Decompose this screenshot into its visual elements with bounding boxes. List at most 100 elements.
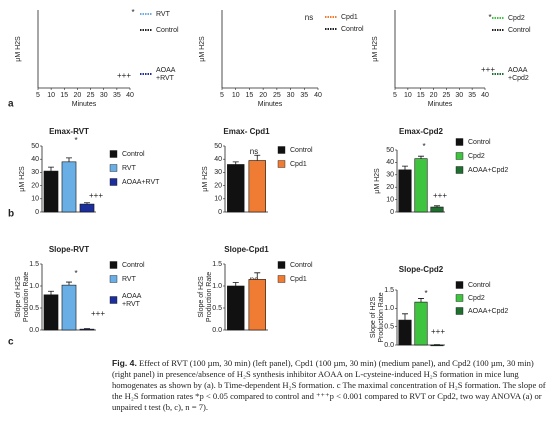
x-tick-label: 15 xyxy=(417,92,425,99)
y-axis-label: μM H2S xyxy=(199,36,206,62)
y-tick-label: 0.0 xyxy=(384,342,394,349)
y-tick-label: 0.5 xyxy=(384,324,394,331)
x-tick-label: 40 xyxy=(314,92,322,99)
bar xyxy=(227,285,245,331)
y-tick-label: 0.0 xyxy=(29,327,39,334)
y-axis-label: Slope of H2SProduction Rate xyxy=(15,272,30,322)
bar xyxy=(430,206,444,213)
y-tick-label: 0.5 xyxy=(29,305,39,312)
x-tick-label: 20 xyxy=(259,92,267,99)
bar xyxy=(398,169,412,213)
bar xyxy=(414,301,428,346)
panel-label: a xyxy=(8,99,14,110)
legend-label: Control xyxy=(122,262,145,269)
panel-label: c xyxy=(8,337,14,348)
x-tick-label: 20 xyxy=(74,92,82,99)
x-axis-label: Minutes xyxy=(428,101,453,108)
error-bar xyxy=(84,202,90,205)
caption-text: Effect of RVT (100 µm, 30 min) (left pan… xyxy=(112,358,546,412)
bar xyxy=(61,284,77,331)
legend-swatch xyxy=(277,160,286,168)
legend-swatch xyxy=(109,178,118,186)
chart-title: Emax-RVT xyxy=(49,127,89,136)
x-tick-label: 5 xyxy=(393,92,397,99)
x-tick-label: 30 xyxy=(287,92,295,99)
legend-label: Control xyxy=(468,139,491,146)
annotation: +++ xyxy=(431,327,445,336)
figure-caption: Fig. 4. Effect of RVT (100 µm, 30 min) (… xyxy=(112,358,548,413)
x-axis-label: Minutes xyxy=(258,101,283,108)
annotation: * xyxy=(74,136,77,145)
y-tick-label: 1.5 xyxy=(212,261,222,268)
x-axis-label: Minutes xyxy=(72,101,97,108)
y-tick-label: 1.0 xyxy=(384,305,394,312)
legend-label: RVT xyxy=(122,165,137,172)
bar xyxy=(430,344,444,347)
y-tick-label: 10 xyxy=(214,196,222,203)
x-tick-label: 35 xyxy=(468,92,476,99)
error-bar xyxy=(48,290,54,295)
y-axis-label: μM H2S xyxy=(19,166,26,192)
legend-label: RVT xyxy=(122,276,137,283)
error-bar xyxy=(232,161,239,165)
legend-label: Control xyxy=(468,282,491,289)
bar xyxy=(248,279,266,331)
legend-label: AOAA+RVT xyxy=(156,67,176,82)
legend-label: Control xyxy=(341,26,364,33)
y-axis-label: Slope of H2SProduction Rate xyxy=(198,272,213,322)
legend-swatch xyxy=(455,152,464,160)
x-tick-label: 15 xyxy=(60,92,68,99)
y-tick-label: 30 xyxy=(386,172,394,179)
legend-label: Control xyxy=(290,147,313,154)
annotation: * xyxy=(424,289,427,298)
error-bar xyxy=(66,281,72,286)
bar xyxy=(227,164,245,213)
bar xyxy=(43,294,59,331)
chart-title: Slope-RVT xyxy=(49,245,89,254)
annotation: +++ xyxy=(117,71,131,80)
error-bar xyxy=(402,165,408,170)
y-tick-label: 50 xyxy=(31,143,39,150)
y-tick-label: 50 xyxy=(386,147,394,154)
legend-swatch xyxy=(277,275,286,283)
chart-title: Slope-Cpd2 xyxy=(399,265,444,274)
legend-label: Control xyxy=(508,27,531,34)
legend-label: AOAA+Cpd2 xyxy=(468,308,508,315)
legend-label: Cpd1 xyxy=(341,14,358,21)
y-tick-label: 50 xyxy=(214,143,222,150)
legend-swatch xyxy=(277,261,286,269)
y-tick-label: 1.5 xyxy=(384,287,394,294)
y-tick-label: 1.5 xyxy=(29,261,39,268)
x-tick-label: 25 xyxy=(87,92,95,99)
legend-label: AOAA+RVT xyxy=(122,293,142,308)
error-bar xyxy=(418,298,424,303)
legend-swatch xyxy=(109,296,118,304)
x-tick-label: 35 xyxy=(300,92,308,99)
x-tick-label: 35 xyxy=(113,92,121,99)
bar xyxy=(79,203,95,213)
y-tick-label: 20 xyxy=(386,184,394,191)
y-axis-label: μM H2S xyxy=(202,166,209,192)
chart-title: Emax- Cpd1 xyxy=(223,127,270,136)
bar xyxy=(79,328,95,331)
y-tick-label: 30 xyxy=(214,169,222,176)
legend-swatch xyxy=(277,146,286,154)
legend-label: Cpd1 xyxy=(290,161,307,168)
charts: a b c μM H2S * +++ 5 10 15 20 25 30 35 40 Minutes RV… xyxy=(8,8,531,349)
legend-label: Cpd1 xyxy=(290,276,307,283)
y-axis-label: μM H2S xyxy=(15,36,22,62)
y-tick-label: 0 xyxy=(35,209,39,216)
error-bar xyxy=(254,272,261,280)
annotation: * xyxy=(422,142,425,151)
x-tick-label: 30 xyxy=(100,92,108,99)
x-tick-label: 25 xyxy=(443,92,451,99)
legend-swatch xyxy=(455,281,464,289)
legend-label: Cpd2 xyxy=(468,295,485,302)
y-tick-label: 0 xyxy=(390,209,394,216)
bar xyxy=(398,319,412,346)
annotation: * xyxy=(131,8,134,17)
error-bar xyxy=(232,282,239,286)
annotation: +++ xyxy=(91,309,105,318)
annotation: +++ xyxy=(89,191,103,200)
y-tick-label: 40 xyxy=(31,156,39,163)
